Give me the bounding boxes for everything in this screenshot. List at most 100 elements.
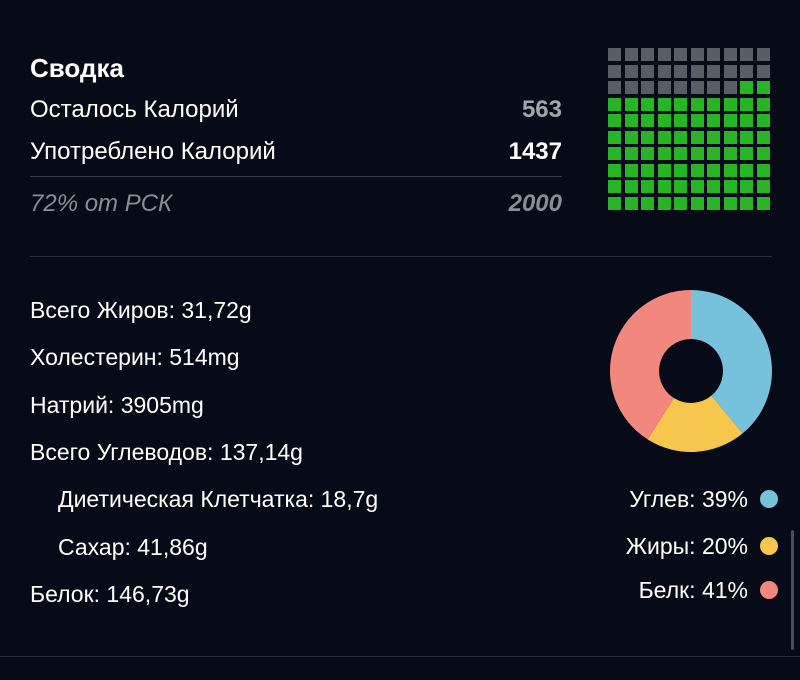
- waffle-cell-remaining: [657, 48, 671, 61]
- waffle-cell-remaining: [624, 81, 638, 94]
- waffle-cell-consumed: [756, 147, 770, 160]
- waffle-cell-remaining: [674, 48, 687, 61]
- waffle-cell-consumed: [740, 81, 753, 94]
- waffle-cell-consumed: [756, 180, 770, 193]
- waffle-cell-remaining: [641, 48, 654, 61]
- waffle-cell-consumed: [723, 130, 737, 144]
- waffle-cell-remaining: [723, 48, 737, 61]
- waffle-cell-consumed: [674, 180, 687, 193]
- waffle-cell-remaining: [641, 64, 654, 78]
- nutrient-item: Всего Углеводов: 137,14g: [30, 439, 303, 465]
- remaining-calories-value: 563: [521, 96, 562, 123]
- donut-slice-protein: [610, 290, 691, 440]
- waffle-cell-remaining: [608, 81, 621, 94]
- waffle-cell-consumed: [690, 130, 704, 144]
- legend-label: Углев: 39%: [629, 485, 748, 512]
- donut-slice-fats: [647, 395, 743, 452]
- waffle-cell-consumed: [657, 196, 671, 210]
- waffle-cell-consumed: [690, 196, 704, 210]
- waffle-cell-remaining: [690, 48, 704, 61]
- target-calories-value: 2000: [508, 190, 562, 217]
- waffle-cell-consumed: [674, 196, 687, 210]
- waffle-cell-consumed: [641, 147, 654, 160]
- waffle-cell-consumed: [740, 163, 753, 177]
- waffle-cell-consumed: [608, 196, 621, 210]
- macros-donut-chart: [610, 290, 772, 452]
- waffle-cell-consumed: [756, 130, 770, 144]
- waffle-cell-consumed: [740, 130, 753, 144]
- waffle-cell-remaining: [674, 64, 687, 78]
- waffle-cell-consumed: [756, 97, 770, 111]
- waffle-cell-consumed: [707, 180, 720, 193]
- waffle-cell-consumed: [723, 180, 737, 193]
- consumed-calories-row: Употреблено Калорий 1437: [30, 134, 562, 170]
- waffle-cell-remaining: [608, 64, 621, 78]
- waffle-cell-consumed: [690, 97, 704, 111]
- legend-label: Белк: 41%: [638, 576, 748, 603]
- waffle-cell-consumed: [756, 81, 770, 94]
- waffle-cell-consumed: [756, 196, 770, 210]
- donut-slice-carbs: [691, 290, 772, 434]
- waffle-cell-consumed: [608, 163, 621, 177]
- waffle-cell-remaining: [657, 81, 671, 94]
- waffle-cell-remaining: [624, 64, 638, 78]
- legend-carbs: Углев: 39%: [629, 484, 778, 514]
- nutrient-item: Белок: 146,73g: [30, 581, 190, 607]
- legend-dot-icon: [760, 490, 778, 508]
- waffle-cell-consumed: [740, 147, 753, 160]
- consumed-calories-label: Употреблено Калорий: [30, 138, 276, 165]
- waffle-cell-consumed: [674, 147, 687, 160]
- waffle-cell-consumed: [740, 180, 753, 193]
- waffle-cell-consumed: [740, 97, 753, 111]
- waffle-cell-consumed: [641, 163, 654, 177]
- remaining-calories-label: Осталось Калорий: [30, 96, 239, 123]
- waffle-cell-consumed: [674, 114, 687, 127]
- waffle-cell-remaining: [608, 48, 621, 61]
- waffle-cell-consumed: [707, 130, 720, 144]
- waffle-cell-consumed: [641, 130, 654, 144]
- waffle-cell-consumed: [657, 163, 671, 177]
- waffle-cell-consumed: [707, 196, 720, 210]
- waffle-cell-consumed: [690, 147, 704, 160]
- consumed-calories-value: 1437: [508, 138, 562, 165]
- target-calories-row: 72% от РСК 2000: [30, 186, 562, 222]
- waffle-cell-consumed: [608, 180, 621, 193]
- legend-dot-icon: [760, 581, 778, 599]
- summary-title: Сводка: [30, 53, 124, 83]
- nutrient-item: Натрий: 3905mg: [30, 392, 204, 418]
- legend-dot-icon: [760, 537, 778, 555]
- waffle-cell-remaining: [674, 81, 687, 94]
- waffle-cell-remaining: [707, 48, 720, 61]
- bottom-divider: [0, 656, 800, 657]
- legend-label: Жиры: 20%: [625, 532, 748, 559]
- waffle-cell-consumed: [707, 147, 720, 160]
- waffle-cell-consumed: [624, 196, 638, 210]
- waffle-cell-consumed: [608, 114, 621, 127]
- waffle-cell-remaining: [624, 48, 638, 61]
- calorie-waffle-chart: [608, 48, 772, 212]
- waffle-cell-consumed: [624, 130, 638, 144]
- waffle-cell-consumed: [608, 147, 621, 160]
- waffle-cell-consumed: [723, 163, 737, 177]
- scrollbar[interactable]: [791, 530, 794, 650]
- waffle-cell-remaining: [690, 81, 704, 94]
- waffle-cell-remaining: [756, 48, 770, 61]
- waffle-cell-consumed: [624, 163, 638, 177]
- waffle-cell-consumed: [624, 147, 638, 160]
- waffle-cell-consumed: [657, 97, 671, 111]
- waffle-cell-consumed: [641, 196, 654, 210]
- waffle-cell-consumed: [690, 114, 704, 127]
- waffle-cell-remaining: [690, 64, 704, 78]
- waffle-cell-consumed: [608, 97, 621, 111]
- waffle-cell-remaining: [756, 64, 770, 78]
- nutrient-item: Сахар: 41,86g: [58, 534, 208, 560]
- waffle-cell-consumed: [690, 163, 704, 177]
- section-divider: [30, 256, 772, 257]
- waffle-cell-consumed: [624, 114, 638, 127]
- waffle-cell-consumed: [641, 180, 654, 193]
- waffle-cell-remaining: [740, 64, 753, 78]
- waffle-cell-consumed: [657, 130, 671, 144]
- remaining-calories-row: Осталось Калорий 563: [30, 92, 562, 128]
- waffle-cell-consumed: [723, 114, 737, 127]
